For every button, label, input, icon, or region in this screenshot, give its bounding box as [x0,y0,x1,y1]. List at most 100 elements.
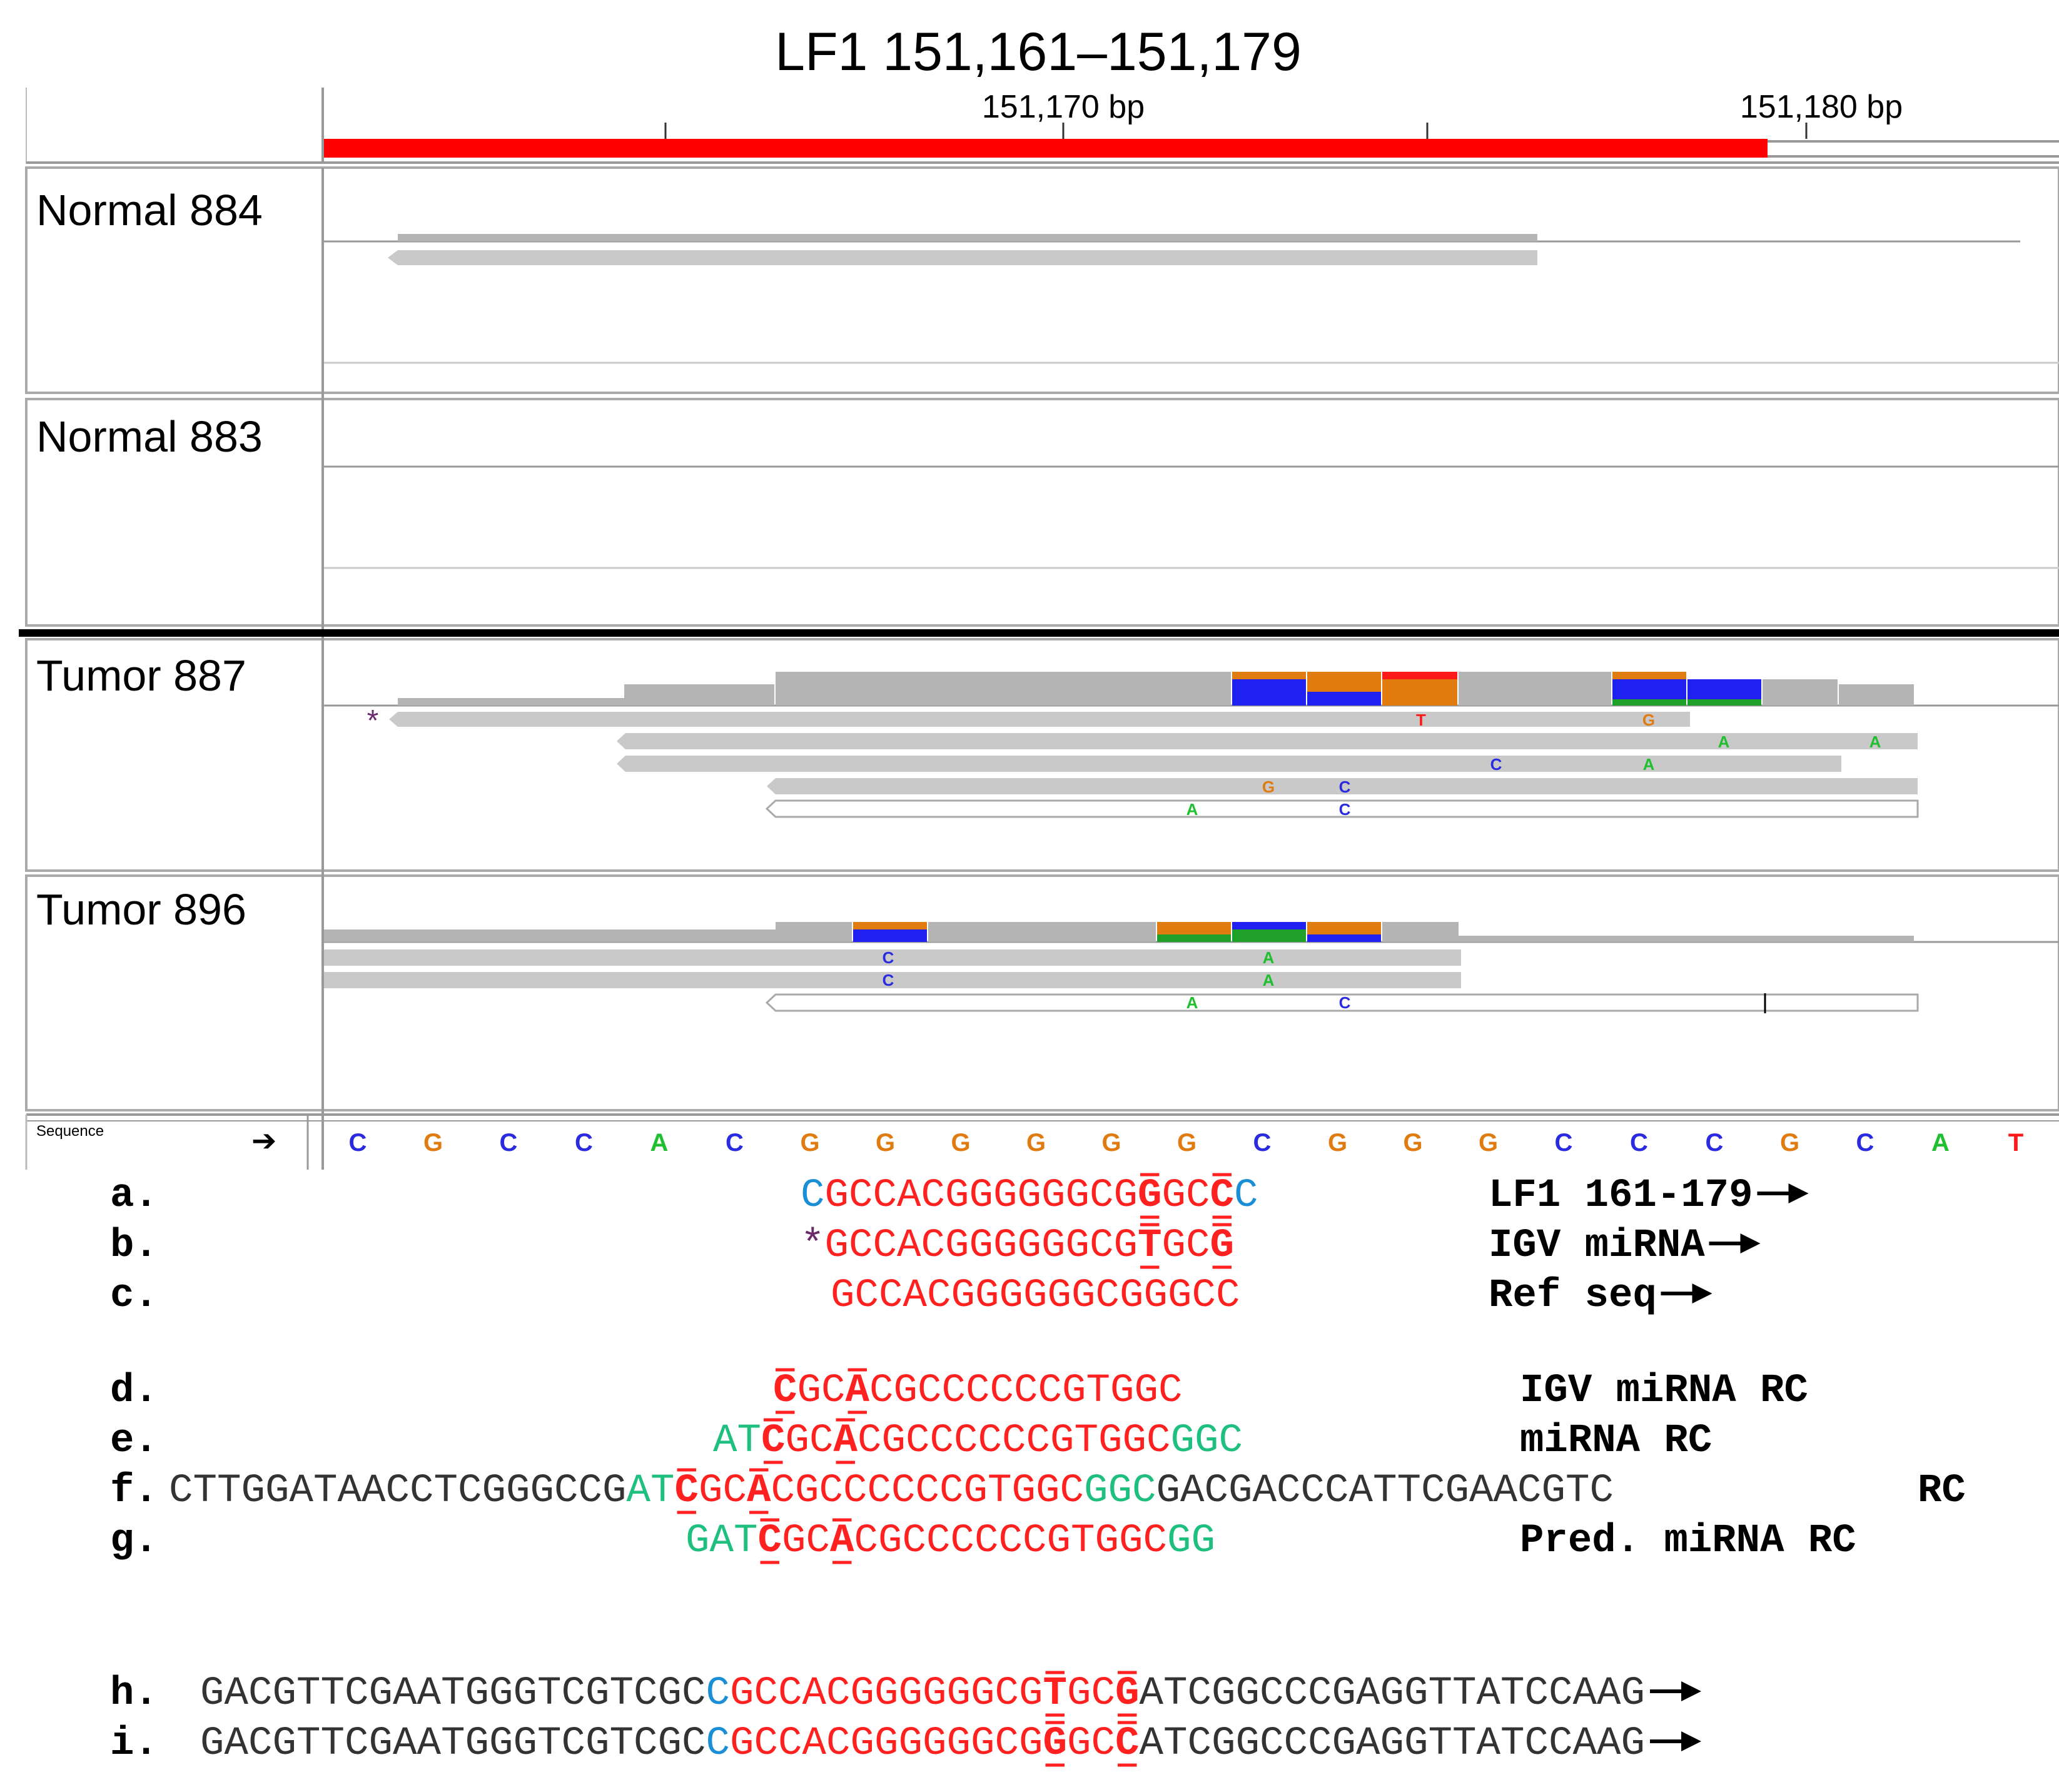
sequence-segment: CGCCCCCCGTGGC [869,1369,1183,1414]
read [324,972,1461,988]
variant-base: T [1138,1223,1162,1268]
read [767,778,1918,794]
variant-base: T [1043,1671,1068,1716]
sequence-segment: GC [797,1369,846,1414]
row-id: g. [110,1519,158,1564]
mismatch-base: G [1262,777,1275,796]
track-label-normal-884: Normal 884 [36,186,263,235]
variant-base: C [758,1519,782,1564]
mismatch-base: A [1186,800,1198,819]
locus-highlight-bar [324,139,1768,158]
sequence-segment: GAT [685,1519,758,1564]
mismatch-base: A [1263,948,1275,967]
row-label: Ref seq [1489,1273,1657,1319]
figure-title: LF1 151,161–151,179 [775,22,1302,82]
mismatch-base: C [883,971,894,990]
variant-base: A [834,1419,858,1464]
sequence-base: C [1555,1129,1573,1157]
mismatch-base: G [1642,711,1655,729]
sequence-base: G [1026,1129,1046,1157]
mismatch-base: A [1186,993,1198,1012]
sequence-segment: AT [713,1419,761,1464]
sequence-base: C [1630,1129,1648,1157]
sequence-segment: GC [699,1469,747,1514]
row-label: IGV miRNA [1489,1223,1705,1268]
variant-base: C [761,1419,786,1464]
mismatch-base: C [1339,800,1351,819]
ruler-label-left: 151,170 bp [982,89,1145,125]
coverage-mismatch [853,922,927,929]
sequence-segment: GC [1162,1223,1210,1268]
sequence-segment: GC [1067,1671,1115,1716]
read-outline [765,993,1919,1012]
mismatch-base: C [1339,777,1351,796]
row-id: c. [110,1273,158,1319]
strand-arrow-icon[interactable]: ➔ [251,1123,276,1158]
sequence-segment: C [706,1671,731,1716]
tumor-887-alignments: * T G A A C A G C A C [324,672,2059,819]
track-label-normal-883: Normal 883 [36,412,263,461]
sequence-base: G [1780,1129,1799,1157]
sequence-base: C [575,1129,593,1157]
sequence-segment: GGC [1171,1419,1243,1464]
sequence-segment: C [1234,1173,1258,1218]
sequence-segment: GCCACGGGGGGCG [730,1671,1043,1716]
variant-base: A [846,1369,870,1414]
coverage-mismatch [1382,672,1457,679]
sequence-base: G [876,1129,895,1157]
sequence-segment: AT [627,1469,675,1514]
sequence-base: G [423,1129,443,1157]
sequence-segment: GCCACGGGGGGCG [825,1223,1138,1268]
sequence-track: Sequence ➔ C G C C A C G G G G G G C G G G C C C G C A T [25,1113,2059,1170]
tumor-896-alignments: C A C A A C [324,922,2059,1013]
read [617,733,1918,749]
row-id: f. [110,1469,158,1514]
arrowhead-icon [1788,1183,1809,1203]
sequence-base: C [1253,1129,1272,1157]
sequence-segment: GCCACGGGGGGCG [730,1721,1043,1766]
variant-base: A [747,1469,771,1514]
sequence-base: G [1328,1129,1347,1157]
read [389,712,1690,727]
arrowhead-icon [1681,1681,1701,1701]
mismatch-base: A [1263,971,1275,990]
variant-base: A [830,1519,854,1564]
mismatch-base: A [1643,755,1655,774]
coverage-bar [398,234,1537,241]
marker-star: * [367,704,379,737]
sequence-label: Sequence [36,1123,104,1140]
coverage-mismatch [1307,672,1381,692]
sequence-segment: CGCCCCCCGTGGC [771,1469,1085,1514]
row-id: e. [110,1419,158,1464]
sequence-segment: GC [1067,1721,1115,1766]
sequence-base: C [500,1129,518,1157]
row-label: miRNA RC [1520,1419,1712,1464]
sequence-segment: C [706,1721,731,1766]
arrowhead-icon [1681,1731,1701,1751]
track-label-tumor-887: Tumor 887 [36,651,246,700]
sequence-segment: GC [782,1519,830,1564]
sequence-segment: GACGACCCATTCGAACGTC [1156,1469,1614,1514]
read-outline [765,799,1919,818]
variant-base: G [1138,1173,1162,1218]
sequence-segment: GGC [1084,1469,1156,1514]
variant-base: C [773,1369,797,1414]
normal-884-alignments [324,234,2059,364]
mismatch-base: C [883,948,894,967]
normal-883-alignments [324,465,2059,569]
track-label-tumor-896: Tumor 896 [36,885,246,934]
sequence-segment: GCCACGGGGGGCG [825,1173,1138,1218]
read [617,756,1841,772]
row-label: RC [1918,1469,1966,1514]
row-id: d. [110,1369,158,1414]
sequence-segment: GACGTTCGAATGGGTCGTCGC [200,1671,706,1716]
read [324,949,1461,966]
mismatch-base: A [1718,732,1730,751]
ruler: 151,170 bp 151,180 bp [26,88,2059,164]
row-id: h. [110,1671,158,1716]
sequence-base: C [1856,1129,1874,1157]
sequence-segment: C [801,1173,825,1218]
sequence-segment: CTTGGATAACCTCGGGCCG [169,1469,627,1514]
